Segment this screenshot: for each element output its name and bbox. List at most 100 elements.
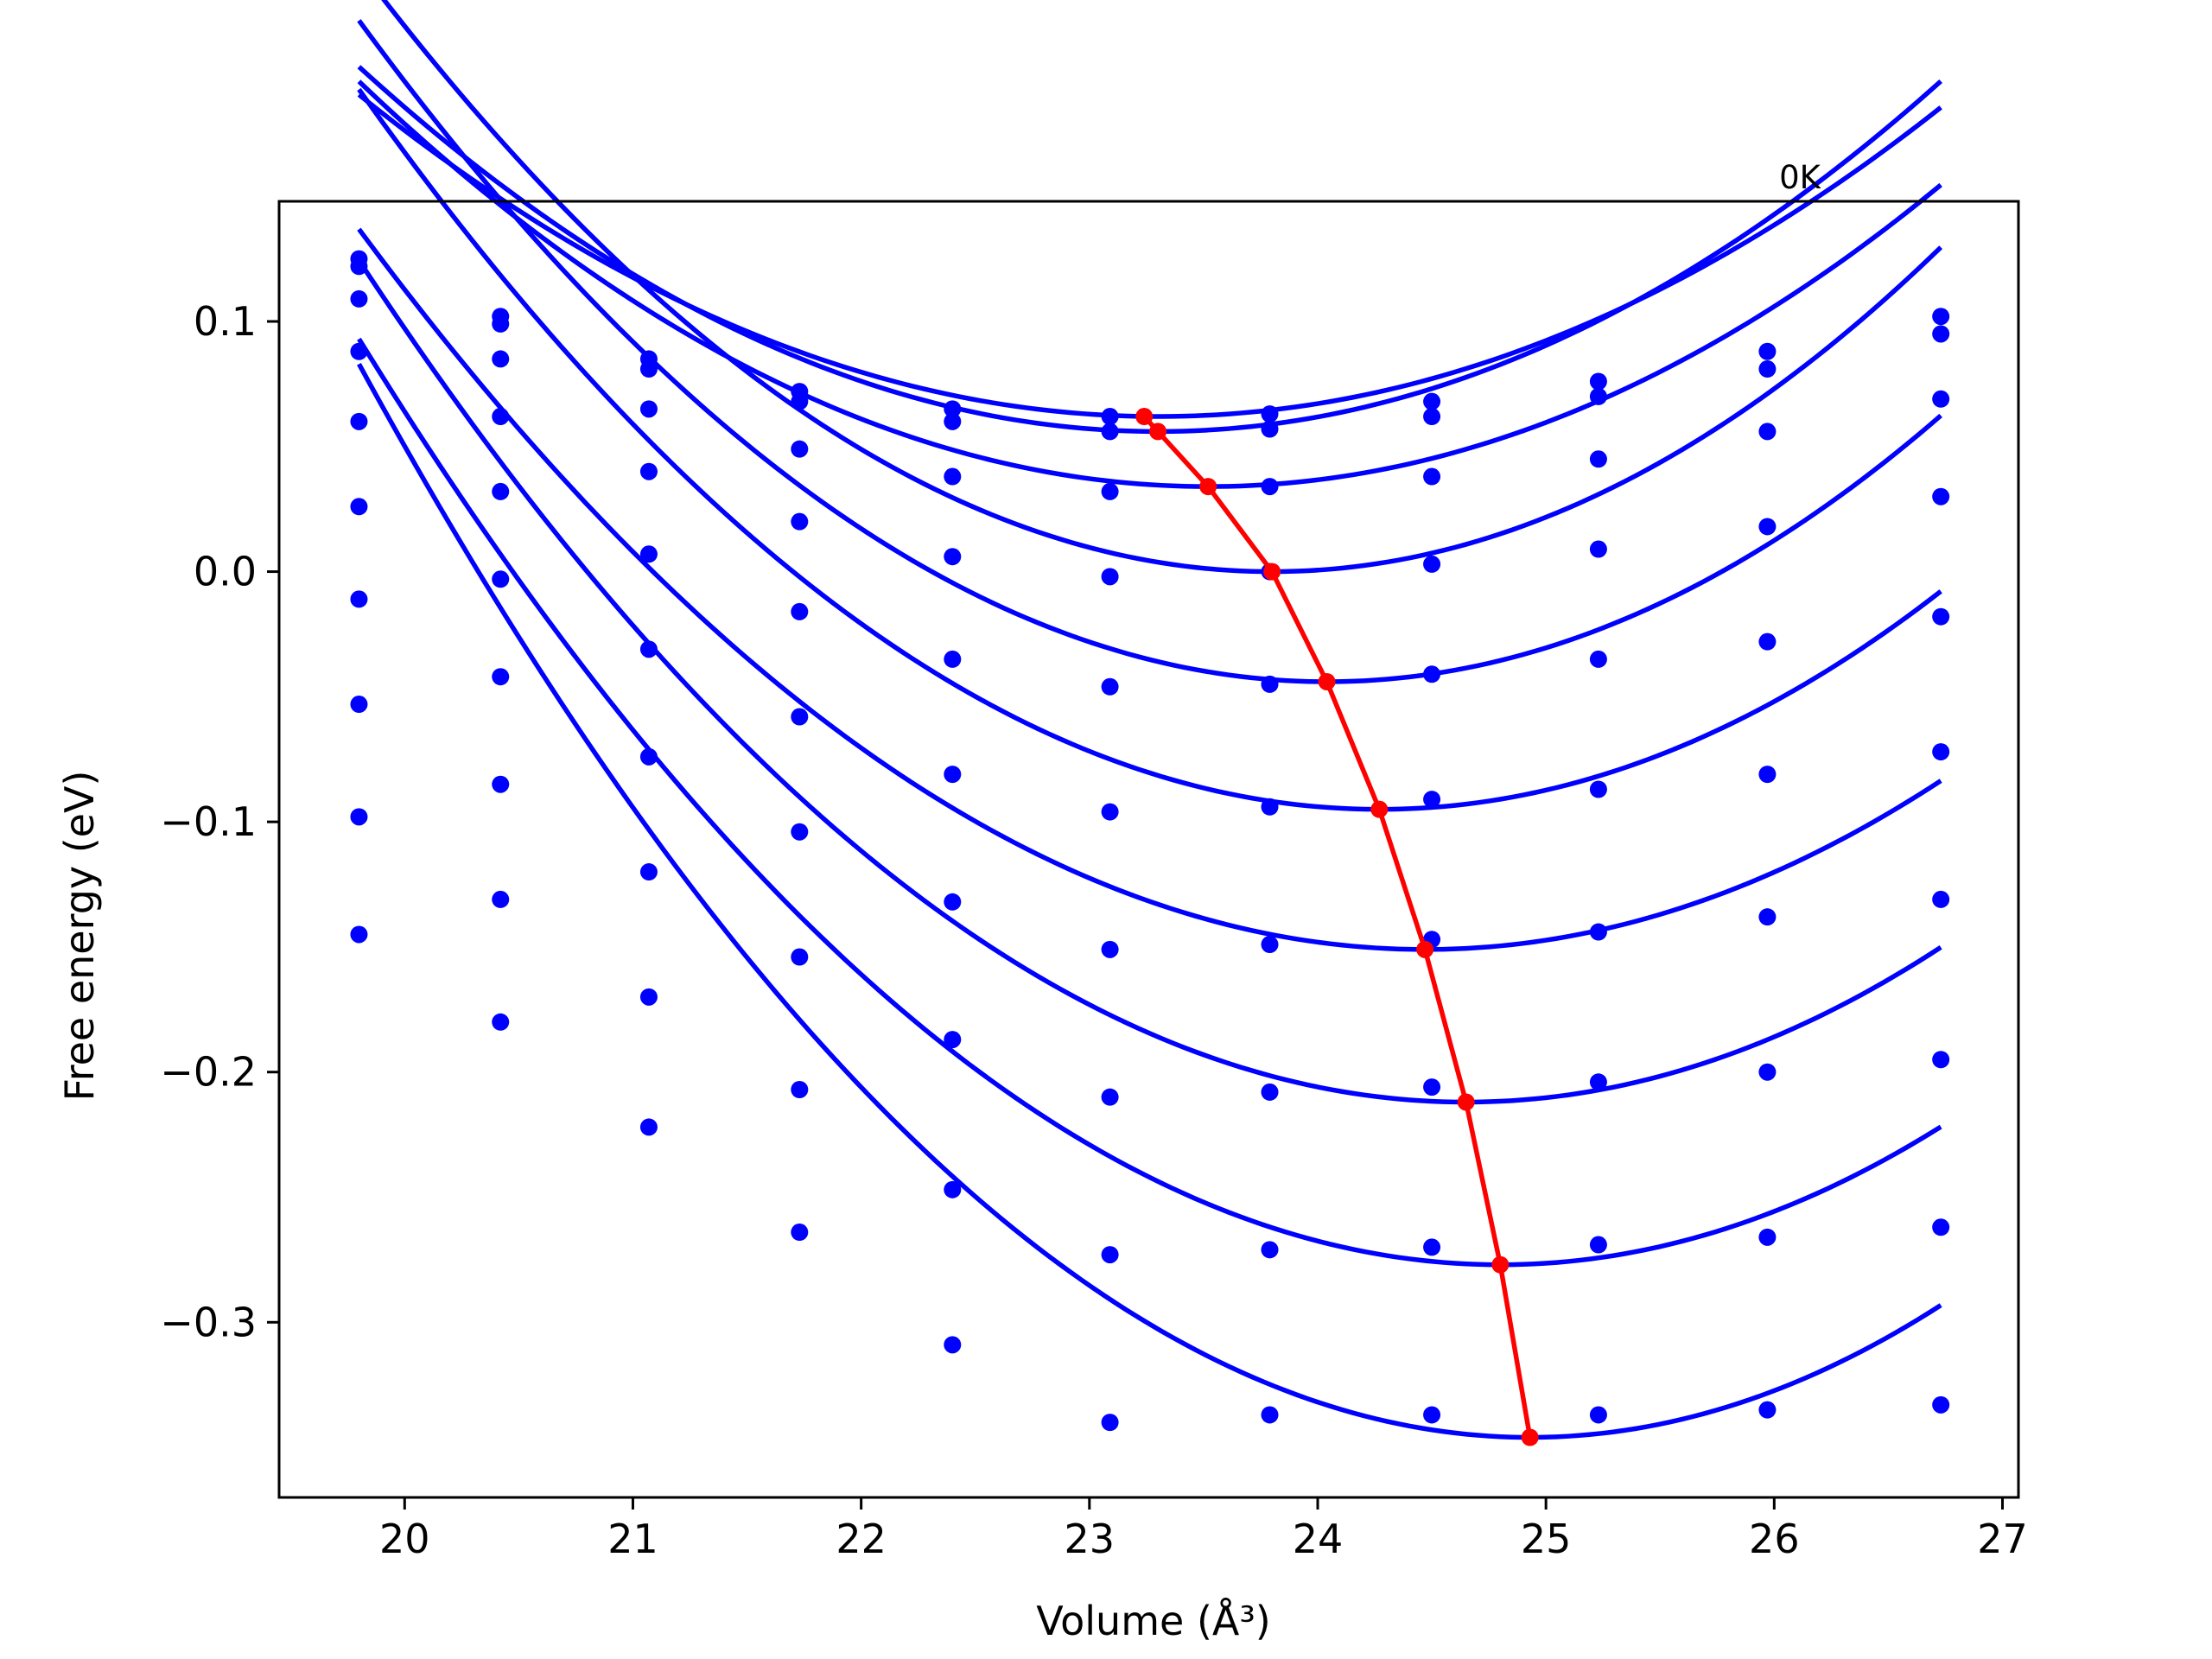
data-point-6-10: [1932, 890, 1950, 908]
fit-curve-9: [357, 362, 1942, 1440]
fit-curve-3: [381, 0, 1943, 575]
data-point-2-6: [1261, 478, 1279, 496]
data-point-8-4: [944, 1180, 962, 1198]
minimum-point-6: [1416, 940, 1434, 958]
data-point-2-1: [492, 350, 510, 368]
minima-line: [1142, 415, 1533, 1438]
minimum-point-3: [1263, 563, 1281, 581]
data-point-5-5: [1101, 803, 1119, 821]
fit-curve-7: [357, 258, 1942, 1105]
data-point-9-8: [1589, 1406, 1607, 1424]
data-point-5-1: [492, 570, 510, 588]
data-point-7-7: [1423, 1078, 1441, 1096]
data-point-1-5: [1101, 423, 1119, 441]
data-point-1-1: [492, 315, 510, 333]
x-tick-label-6: 26: [1749, 1516, 1800, 1562]
data-point-0-10: [1932, 308, 1950, 326]
data-point-2-7: [1423, 467, 1441, 486]
minimum-point-5: [1370, 800, 1389, 818]
data-point-3-4: [944, 548, 962, 566]
data-point-8-3: [791, 1080, 809, 1098]
data-point-9-7: [1423, 1406, 1441, 1424]
data-point-4-10: [1932, 607, 1950, 626]
data-point-3-9: [1758, 518, 1777, 536]
x-tick-label-1: 21: [607, 1516, 658, 1562]
data-point-7-8: [1589, 1073, 1607, 1091]
data-point-6-8: [1589, 923, 1607, 941]
minimum-point-9: [1521, 1428, 1539, 1446]
data-point-7-1: [492, 775, 510, 793]
data-point-7-4: [944, 1031, 962, 1049]
data-point-5-8: [1589, 780, 1607, 798]
y-axis-label: Free energy (eV): [56, 771, 103, 1102]
minimum-point-8: [1491, 1255, 1510, 1274]
x-tick-label-3: 23: [1065, 1516, 1116, 1562]
data-point-5-0: [350, 498, 368, 516]
data-point-8-5: [1101, 1246, 1119, 1264]
data-point-7-3: [791, 948, 809, 966]
plot-area: [350, 0, 1950, 1446]
data-point-3-8: [1589, 540, 1607, 558]
data-point-6-9: [1758, 908, 1777, 926]
data-point-1-10: [1932, 325, 1950, 343]
minimum-point-0: [1135, 408, 1154, 426]
data-point-4-6: [1261, 675, 1279, 693]
data-point-0-6: [1261, 405, 1279, 423]
fit-curve-6: [357, 227, 1942, 952]
minimum-point-4: [1318, 672, 1336, 690]
fit-curve-8: [357, 337, 1942, 1268]
data-point-9-2: [639, 1118, 658, 1136]
data-point-8-6: [1261, 1241, 1279, 1259]
minimum-point-1: [1149, 423, 1167, 441]
data-point-1-7: [1423, 408, 1441, 426]
data-point-3-10: [1932, 487, 1950, 505]
fit-curve-1: [357, 65, 1943, 435]
data-point-3-5: [1101, 568, 1119, 586]
data-point-0-8: [1589, 372, 1607, 391]
data-point-9-9: [1758, 1401, 1777, 1419]
data-point-8-10: [1932, 1218, 1950, 1236]
temperature-annotation: 0K: [1779, 159, 1822, 196]
data-point-4-2: [639, 545, 658, 563]
data-point-9-10: [1932, 1395, 1950, 1414]
data-point-4-5: [1101, 677, 1119, 696]
y-tick-label-0: −0.3: [160, 1299, 257, 1345]
data-point-5-9: [1758, 766, 1777, 784]
data-point-4-4: [944, 650, 962, 668]
data-point-5-6: [1261, 798, 1279, 816]
data-point-7-2: [639, 863, 658, 881]
data-point-0-9: [1758, 342, 1777, 360]
y-tick-label-1: −0.2: [160, 1049, 257, 1096]
x-tick-label-2: 22: [836, 1516, 887, 1562]
data-point-4-3: [791, 602, 809, 620]
data-point-5-10: [1932, 743, 1950, 761]
y-tick-label-3: 0.0: [194, 549, 257, 595]
data-point-7-5: [1101, 1088, 1119, 1106]
data-point-5-7: [1423, 791, 1441, 809]
data-point-4-8: [1589, 650, 1607, 668]
data-point-1-9: [1758, 360, 1777, 378]
data-point-2-0: [350, 289, 368, 308]
data-point-5-3: [791, 708, 809, 726]
data-point-5-4: [944, 766, 962, 784]
plot-frame: [277, 200, 2020, 1499]
data-point-8-8: [1589, 1236, 1607, 1254]
data-point-2-10: [1932, 390, 1950, 408]
minimum-point-2: [1199, 478, 1217, 496]
data-point-3-2: [639, 462, 658, 480]
data-point-8-0: [350, 808, 368, 826]
data-point-2-3: [791, 440, 809, 458]
data-point-2-8: [1589, 450, 1607, 468]
data-point-0-7: [1423, 392, 1441, 410]
data-point-9-3: [791, 1224, 809, 1242]
x-axis-label: Volume (Å³): [1036, 1598, 1271, 1644]
data-point-1-4: [944, 412, 962, 430]
data-point-4-7: [1423, 665, 1441, 683]
data-point-4-0: [350, 412, 368, 430]
x-tick-label-0: 20: [379, 1516, 430, 1562]
data-point-9-0: [350, 925, 368, 944]
data-point-2-2: [639, 400, 658, 418]
data-point-2-9: [1758, 423, 1777, 441]
data-point-7-6: [1261, 1083, 1279, 1101]
